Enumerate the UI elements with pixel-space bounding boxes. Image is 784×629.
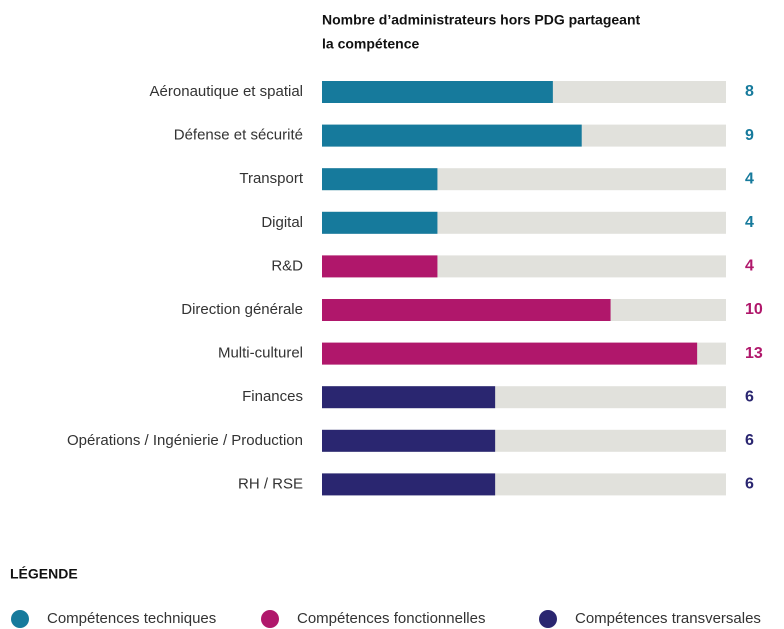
- bar: [322, 299, 611, 321]
- legend-swatch: [261, 610, 279, 628]
- legend-label: Compétences transversales: [575, 610, 761, 627]
- category-label: Digital: [261, 214, 303, 231]
- bar: [322, 429, 496, 452]
- chart-title: la compétence: [322, 36, 419, 52]
- legend-title: LÉGENDE: [10, 566, 78, 582]
- value-label: 4: [745, 214, 754, 231]
- category-label: Finances: [242, 388, 303, 405]
- bar: [322, 168, 438, 191]
- chart-title: Nombre d’administrateurs hors PDG partag…: [322, 12, 641, 28]
- value-label: 6: [745, 432, 754, 449]
- category-label: Aéronautique et spatial: [150, 83, 303, 100]
- category-label: Opérations / Ingénierie / Production: [67, 432, 303, 449]
- value-label: 10: [745, 301, 763, 318]
- category-label: R&D: [271, 257, 303, 274]
- value-label: 6: [745, 476, 754, 493]
- value-label: 6: [745, 388, 754, 405]
- legend-label: Compétences techniques: [47, 610, 216, 627]
- category-label: Transport: [239, 170, 303, 187]
- bar: [322, 386, 496, 409]
- bar: [322, 473, 496, 496]
- bar: [322, 342, 698, 365]
- bar: [322, 81, 553, 103]
- category-label: RH / RSE: [238, 475, 303, 492]
- category-label: Direction générale: [181, 301, 303, 318]
- legend-label: Compétences fonctionnelles: [297, 610, 485, 627]
- legend-swatch: [11, 610, 29, 628]
- category-label: Multi-culturel: [218, 345, 303, 362]
- category-label: Défense et sécurité: [174, 127, 303, 144]
- value-label: 4: [745, 170, 754, 187]
- value-label: 8: [745, 83, 754, 100]
- bar: [322, 255, 438, 278]
- bar: [322, 124, 582, 147]
- bar: [322, 211, 438, 234]
- legend-swatch: [539, 610, 557, 628]
- value-label: 13: [745, 345, 763, 362]
- value-label: 4: [745, 258, 754, 275]
- value-label: 9: [745, 127, 754, 144]
